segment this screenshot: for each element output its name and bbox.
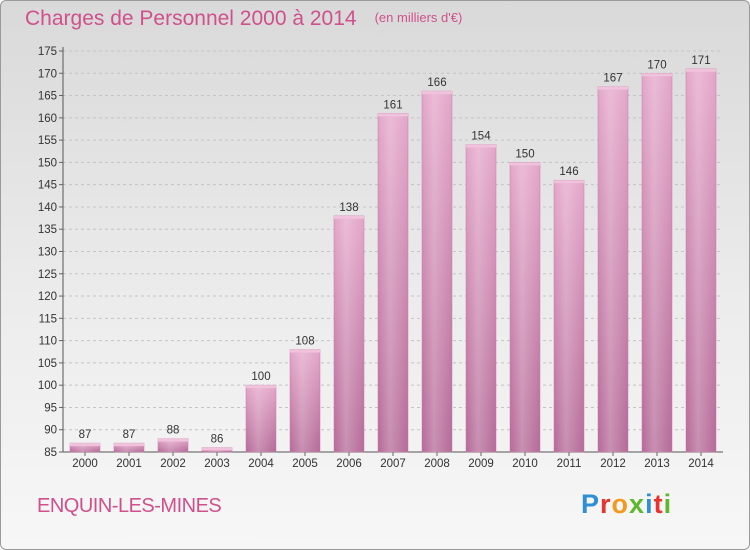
bar-top-2003 bbox=[202, 447, 232, 451]
bar-highlight-2012 bbox=[598, 86, 628, 453]
logo-letter: i bbox=[663, 489, 673, 519]
bar-top-2010 bbox=[510, 162, 540, 166]
logo-letter: t bbox=[653, 489, 664, 519]
x-tick-label-2007: 2007 bbox=[380, 458, 406, 470]
y-tick-label: 100 bbox=[38, 380, 57, 392]
data-label-2013: 170 bbox=[647, 59, 666, 71]
bar-top-2002 bbox=[158, 438, 188, 442]
y-tick-label: 165 bbox=[38, 91, 57, 103]
x-tick-label-2004: 2004 bbox=[248, 458, 274, 470]
x-tick-label-2013: 2013 bbox=[644, 458, 670, 470]
data-label-2001: 87 bbox=[123, 429, 136, 441]
bar-highlight-2002 bbox=[158, 438, 188, 452]
bar-top-2004 bbox=[246, 385, 276, 389]
bar-top-2012 bbox=[598, 86, 628, 90]
y-tick-label: 115 bbox=[39, 313, 57, 325]
data-label-2006: 138 bbox=[339, 202, 358, 214]
bar-top-2005 bbox=[290, 349, 320, 353]
logo-letter: r bbox=[600, 489, 612, 519]
logo-letter: o bbox=[611, 489, 630, 519]
y-tick-label: 150 bbox=[38, 157, 57, 169]
bar-top-2007 bbox=[378, 113, 408, 117]
data-label-2008: 166 bbox=[427, 77, 446, 89]
bar-top-2001 bbox=[114, 443, 144, 447]
bar-top-2006 bbox=[334, 215, 364, 219]
data-label-2010: 150 bbox=[515, 148, 534, 160]
bar-highlight-2007 bbox=[378, 113, 408, 452]
proxiti-logo: Proxiti bbox=[581, 489, 672, 520]
chart-title: Charges de Personnel 2000 à 2014 (en mill… bbox=[25, 7, 462, 31]
y-tick-label: 105 bbox=[38, 358, 57, 370]
bar-highlight-2010 bbox=[510, 162, 540, 452]
x-tick-label-2012: 2012 bbox=[600, 458, 626, 470]
y-tick-label: 175 bbox=[38, 46, 57, 58]
y-tick-label: 85 bbox=[44, 447, 57, 459]
y-tick-label: 95 bbox=[44, 402, 57, 414]
bar-highlight-2000 bbox=[70, 443, 100, 452]
y-tick-label: 145 bbox=[38, 180, 57, 192]
y-tick-label: 160 bbox=[38, 113, 57, 125]
bar-top-2000 bbox=[70, 443, 100, 447]
data-label-2002: 88 bbox=[167, 425, 180, 437]
y-tick-label: 155 bbox=[38, 135, 57, 147]
commune-name: ENQUIN-LES-MINES bbox=[37, 495, 222, 517]
y-tick-label: 110 bbox=[39, 336, 57, 348]
bar-highlight-2011 bbox=[554, 180, 584, 452]
x-tick-label-2001: 2001 bbox=[116, 458, 142, 470]
x-tick-label-2011: 2011 bbox=[557, 458, 582, 470]
y-tick-label: 90 bbox=[44, 425, 57, 437]
logo-letter: x bbox=[629, 489, 646, 519]
bar-top-2011 bbox=[554, 180, 584, 184]
bar-highlight-2001 bbox=[114, 443, 144, 452]
bar-top-2013 bbox=[642, 73, 672, 77]
bars bbox=[69, 68, 717, 453]
y-tick-label: 135 bbox=[38, 224, 57, 236]
x-tick-label-2009: 2009 bbox=[468, 458, 494, 470]
data-label-2009: 154 bbox=[471, 131, 491, 143]
logo-letter: P bbox=[581, 489, 601, 519]
logo-letter: i bbox=[645, 489, 654, 519]
bar-highlight-2005 bbox=[290, 349, 320, 452]
x-tick-label-2010: 2010 bbox=[512, 458, 538, 470]
y-tick-label: 170 bbox=[38, 68, 57, 80]
labels: 85 90 95 100 105 110 115 120 125 130 135 140 145 150 1… bbox=[38, 46, 715, 470]
data-label-2014: 171 bbox=[691, 55, 710, 67]
y-tick-label: 140 bbox=[38, 202, 57, 214]
bar-top-2009 bbox=[466, 144, 496, 148]
x-tick-label-2002: 2002 bbox=[160, 458, 186, 470]
data-label-2003: 86 bbox=[211, 434, 224, 446]
x-tick-label-2006: 2006 bbox=[336, 458, 362, 470]
data-label-2005: 108 bbox=[295, 336, 314, 348]
y-tick-label: 120 bbox=[38, 291, 57, 303]
x-tick-label-2000: 2000 bbox=[72, 458, 98, 470]
bar-top-2008 bbox=[422, 91, 452, 95]
x-tick-label-2005: 2005 bbox=[292, 458, 318, 470]
bar-highlight-2014 bbox=[686, 68, 716, 453]
data-label-2011: 146 bbox=[559, 166, 578, 178]
bar-highlight-2004 bbox=[246, 385, 276, 452]
bar-top-2014 bbox=[686, 68, 716, 72]
chart-title-text: Charges de Personnel 2000 à 2014 bbox=[25, 7, 357, 30]
bar-highlight-2009 bbox=[466, 144, 496, 453]
x-tick-label-2008: 2008 bbox=[424, 458, 450, 470]
bar-highlight-2008 bbox=[422, 91, 452, 452]
chart-unit: (en milliers d'€) bbox=[374, 10, 463, 25]
y-tick-label: 125 bbox=[38, 269, 57, 281]
x-tick-label-2014: 2014 bbox=[688, 458, 714, 470]
y-tick-label: 130 bbox=[38, 247, 57, 259]
data-label-2012: 167 bbox=[603, 73, 622, 85]
data-label-2004: 100 bbox=[251, 371, 270, 383]
data-label-2000: 87 bbox=[79, 429, 92, 441]
bar-highlight-2013 bbox=[642, 73, 672, 453]
data-label-2007: 161 bbox=[383, 99, 402, 111]
bar-highlight-2006 bbox=[334, 215, 364, 452]
x-tick-label-2003: 2003 bbox=[204, 458, 230, 470]
